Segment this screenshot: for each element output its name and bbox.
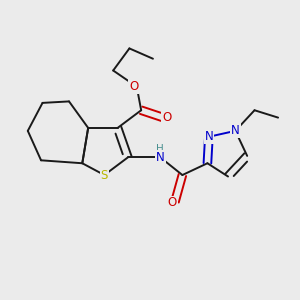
- Text: N: N: [231, 124, 240, 137]
- Text: O: O: [162, 111, 171, 124]
- Text: N: N: [205, 130, 213, 143]
- Text: O: O: [129, 80, 138, 93]
- Text: N: N: [156, 151, 165, 164]
- Text: H: H: [156, 144, 164, 154]
- Text: S: S: [101, 169, 108, 182]
- Text: O: O: [167, 196, 177, 209]
